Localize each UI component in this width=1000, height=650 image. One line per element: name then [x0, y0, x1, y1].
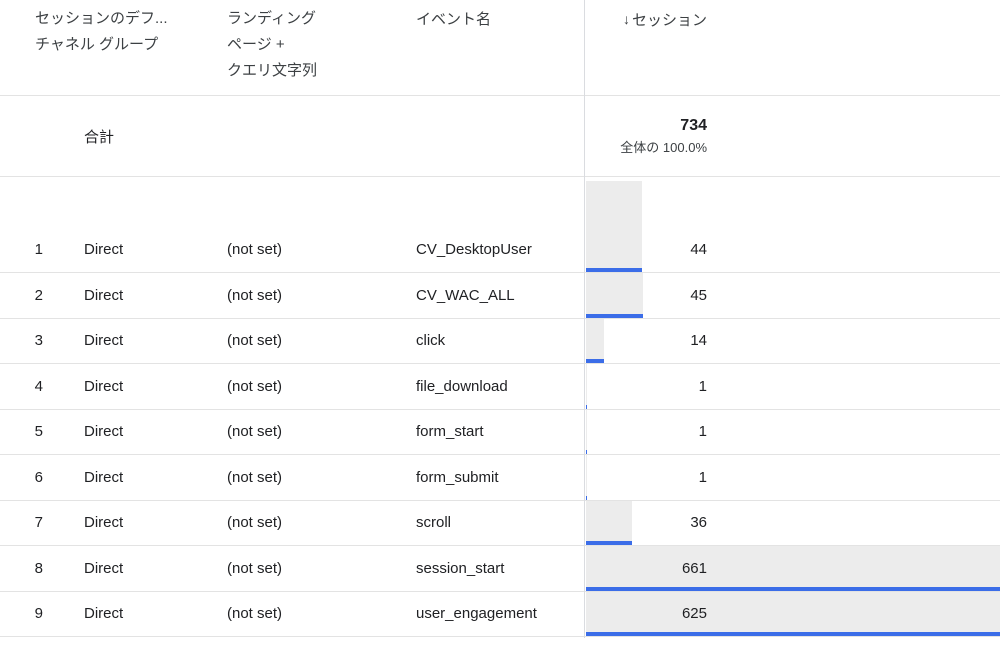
totals-sessions-value: 734 — [680, 117, 707, 134]
landing-page-cell[interactable]: (not set) — [227, 605, 283, 622]
sessions-value: 1 — [698, 468, 707, 486]
event-name-cell[interactable]: CV_DesktopUser — [416, 241, 532, 258]
sessions-bar — [586, 273, 643, 318]
channel-group-cell[interactable]: Direct — [84, 514, 124, 531]
channel-group-cell[interactable]: Direct — [84, 241, 124, 258]
table-row[interactable]: 6 Direct (not set) form_submit 1 — [0, 455, 1000, 501]
event-name-cell[interactable]: file_download — [416, 377, 508, 395]
column-header-sessions[interactable]: ↓ セッション — [585, 7, 707, 34]
row-index: 1 — [34, 241, 43, 258]
landing-page-cell[interactable]: (not set) — [227, 377, 283, 395]
sessions-bar — [586, 364, 587, 409]
sessions-value: 45 — [690, 286, 707, 304]
table-row[interactable]: 8 Direct (not set) session_start 661 — [0, 546, 1000, 592]
row-index: 5 — [34, 423, 43, 440]
column-header-channel-group[interactable]: セッションのデフ... チャネル グループ — [35, 6, 168, 58]
landing-page-cell[interactable]: (not set) — [227, 241, 283, 258]
channel-group-cell[interactable]: Direct — [84, 468, 124, 486]
event-name-cell[interactable]: form_start — [416, 423, 484, 440]
sessions-value: 1 — [698, 423, 707, 440]
column-divider — [584, 0, 585, 638]
row-index: 2 — [34, 286, 43, 304]
row-index: 3 — [34, 332, 43, 349]
totals-share-of-total: 全体の 100.0% — [620, 140, 707, 155]
sessions-value: 625 — [681, 605, 707, 622]
sessions-value: 36 — [690, 514, 707, 531]
sessions-value: 1 — [698, 377, 707, 395]
landing-page-cell[interactable]: (not set) — [227, 514, 283, 531]
table-row[interactable]: 1 Direct (not set) CV_DesktopUser 44 — [0, 177, 1000, 273]
column-header-landing-page-line3: クエリ文字列 — [227, 62, 318, 79]
sessions-value: 44 — [690, 241, 707, 258]
sort-descending-icon[interactable]: ↓ — [622, 11, 630, 27]
channel-group-cell[interactable]: Direct — [84, 332, 124, 349]
column-header-event-name[interactable]: イベント名 — [416, 7, 491, 33]
sessions-bar — [586, 591, 1000, 636]
event-name-cell[interactable]: click — [416, 332, 446, 349]
table-row[interactable]: 4 Direct (not set) file_download 1 — [0, 364, 1000, 410]
event-name-cell[interactable]: scroll — [416, 514, 452, 531]
channel-group-cell[interactable]: Direct — [84, 559, 124, 577]
channel-group-cell[interactable]: Direct — [84, 423, 124, 440]
channel-group-cell[interactable]: Direct — [84, 377, 124, 395]
table-row[interactable]: 2 Direct (not set) CV_WAC_ALL 45 — [0, 273, 1000, 319]
column-header-landing-page-line2: ページ + — [227, 36, 285, 53]
table-row[interactable]: 7 Direct (not set) scroll 36 — [0, 500, 1000, 546]
event-name-cell[interactable]: session_start — [416, 559, 505, 577]
event-name-cell[interactable]: form_submit — [416, 468, 499, 486]
sessions-bar — [586, 500, 632, 545]
row-index: 4 — [34, 377, 43, 395]
sessions-value: 661 — [681, 559, 707, 577]
column-header-channel-group-line2: チャネル グループ — [35, 36, 159, 53]
column-header-landing-page-line1: ランディング — [227, 10, 316, 27]
sessions-bar — [586, 318, 604, 363]
column-header-sessions-label: セッション — [631, 12, 707, 29]
event-name-cell[interactable]: user_engagement — [416, 605, 537, 622]
row-index: 8 — [34, 559, 43, 577]
row-index: 7 — [34, 514, 43, 531]
landing-page-cell[interactable]: (not set) — [227, 423, 283, 440]
channel-group-cell[interactable]: Direct — [84, 286, 124, 304]
totals-label: 合計 — [84, 128, 115, 146]
sessions-bar — [586, 409, 587, 454]
table-header: セッションのデフ... チャネル グループ ランディング ページ + クエリ文字… — [0, 0, 1000, 96]
event-name-cell[interactable]: CV_WAC_ALL — [416, 286, 515, 304]
sessions-bar — [586, 181, 642, 272]
sessions-bar — [586, 546, 1000, 591]
column-header-channel-group-line1: セッションのデフ... — [35, 10, 168, 27]
channel-group-cell[interactable]: Direct — [84, 605, 124, 622]
landing-page-cell[interactable]: (not set) — [227, 559, 283, 577]
table-row[interactable]: 9 Direct (not set) user_engagement 625 — [0, 591, 1000, 637]
column-header-event-name-label: イベント名 — [416, 11, 492, 28]
row-index: 6 — [34, 468, 43, 486]
column-header-landing-page[interactable]: ランディング ページ + クエリ文字列 — [227, 6, 317, 84]
table-body: 1 Direct (not set) CV_DesktopUser 44 2 D… — [0, 177, 1000, 637]
table-row[interactable]: 3 Direct (not set) click 14 — [0, 318, 1000, 364]
totals-row: 合計 734 全体の 100.0% — [0, 96, 1000, 177]
sessions-bar — [586, 455, 587, 500]
landing-page-cell[interactable]: (not set) — [227, 286, 283, 304]
table-row[interactable]: 5 Direct (not set) form_start 1 — [0, 409, 1000, 455]
totals-metric: 734 全体の 100.0% — [585, 96, 707, 176]
landing-page-cell[interactable]: (not set) — [227, 468, 283, 486]
row-index: 9 — [34, 605, 43, 622]
landing-page-cell[interactable]: (not set) — [227, 332, 283, 349]
sessions-value: 14 — [690, 332, 707, 349]
